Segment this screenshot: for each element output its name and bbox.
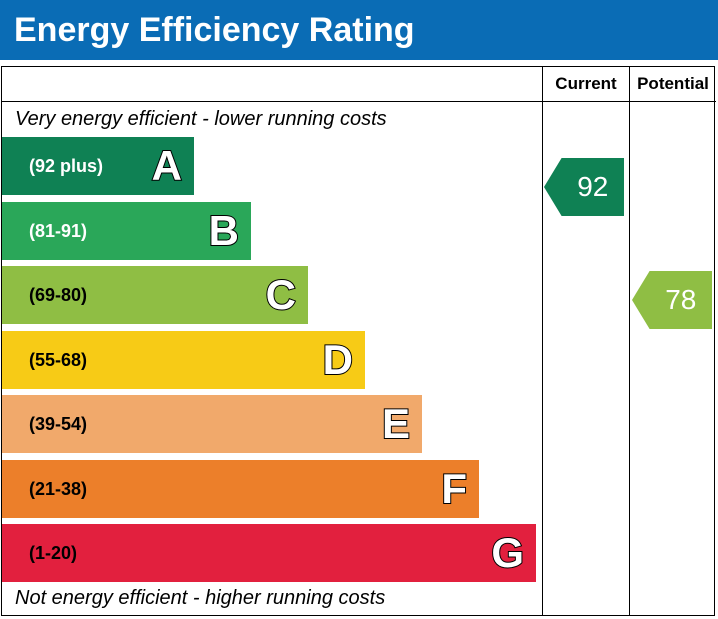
header-row-divider — [1, 101, 543, 102]
column-divider-potential — [629, 66, 630, 616]
column-header-current: Current — [555, 74, 617, 93]
band-d-range-label: (55-68) — [29, 350, 88, 370]
caption-bottom: Not energy efficient - higher running co… — [15, 587, 386, 609]
band-f: (21-38) F — [2, 460, 479, 518]
caption-top: Very energy efficient - lower running co… — [15, 108, 387, 130]
band-f-letter: F — [440, 464, 468, 513]
band-b-letter: B — [208, 206, 240, 255]
column-header-potential: Potential — [637, 74, 709, 93]
rating-table-frame — [1, 66, 715, 616]
band-d: (55-68) D — [2, 331, 365, 389]
header-bar: Energy Efficiency Rating — [0, 0, 718, 60]
band-a-letter: A — [151, 141, 183, 190]
band-f-range-label: (21-38) — [29, 479, 88, 499]
rating-value-potential: 78 — [665, 284, 697, 315]
rating-arrow-potential: 78 — [632, 271, 712, 329]
band-b-range-label: (81-91) — [29, 221, 88, 241]
band-g: (1-20) G — [2, 524, 536, 582]
rating-arrow-current: 92 — [544, 158, 624, 216]
chart-title: Energy Efficiency Rating — [14, 11, 415, 49]
band-g-letter: G — [490, 528, 525, 577]
band-c-letter: C — [265, 270, 297, 319]
band-c-range-label: (69-80) — [29, 285, 88, 305]
band-b: (81-91) B — [2, 202, 251, 260]
band-a-range-label: (92 plus) — [29, 156, 104, 176]
band-e: (39-54) E — [2, 395, 422, 453]
column-divider-current — [542, 66, 543, 616]
band-a: (92 plus) A — [2, 137, 194, 195]
band-e-range-label: (39-54) — [29, 414, 88, 434]
band-d-letter: D — [322, 335, 354, 384]
header-row-divider-right — [543, 101, 716, 102]
band-c: (69-80) C — [2, 266, 308, 324]
rating-value-current: 92 — [577, 171, 609, 202]
band-g-range-label: (1-20) — [29, 543, 78, 563]
band-e-letter: E — [381, 399, 411, 448]
